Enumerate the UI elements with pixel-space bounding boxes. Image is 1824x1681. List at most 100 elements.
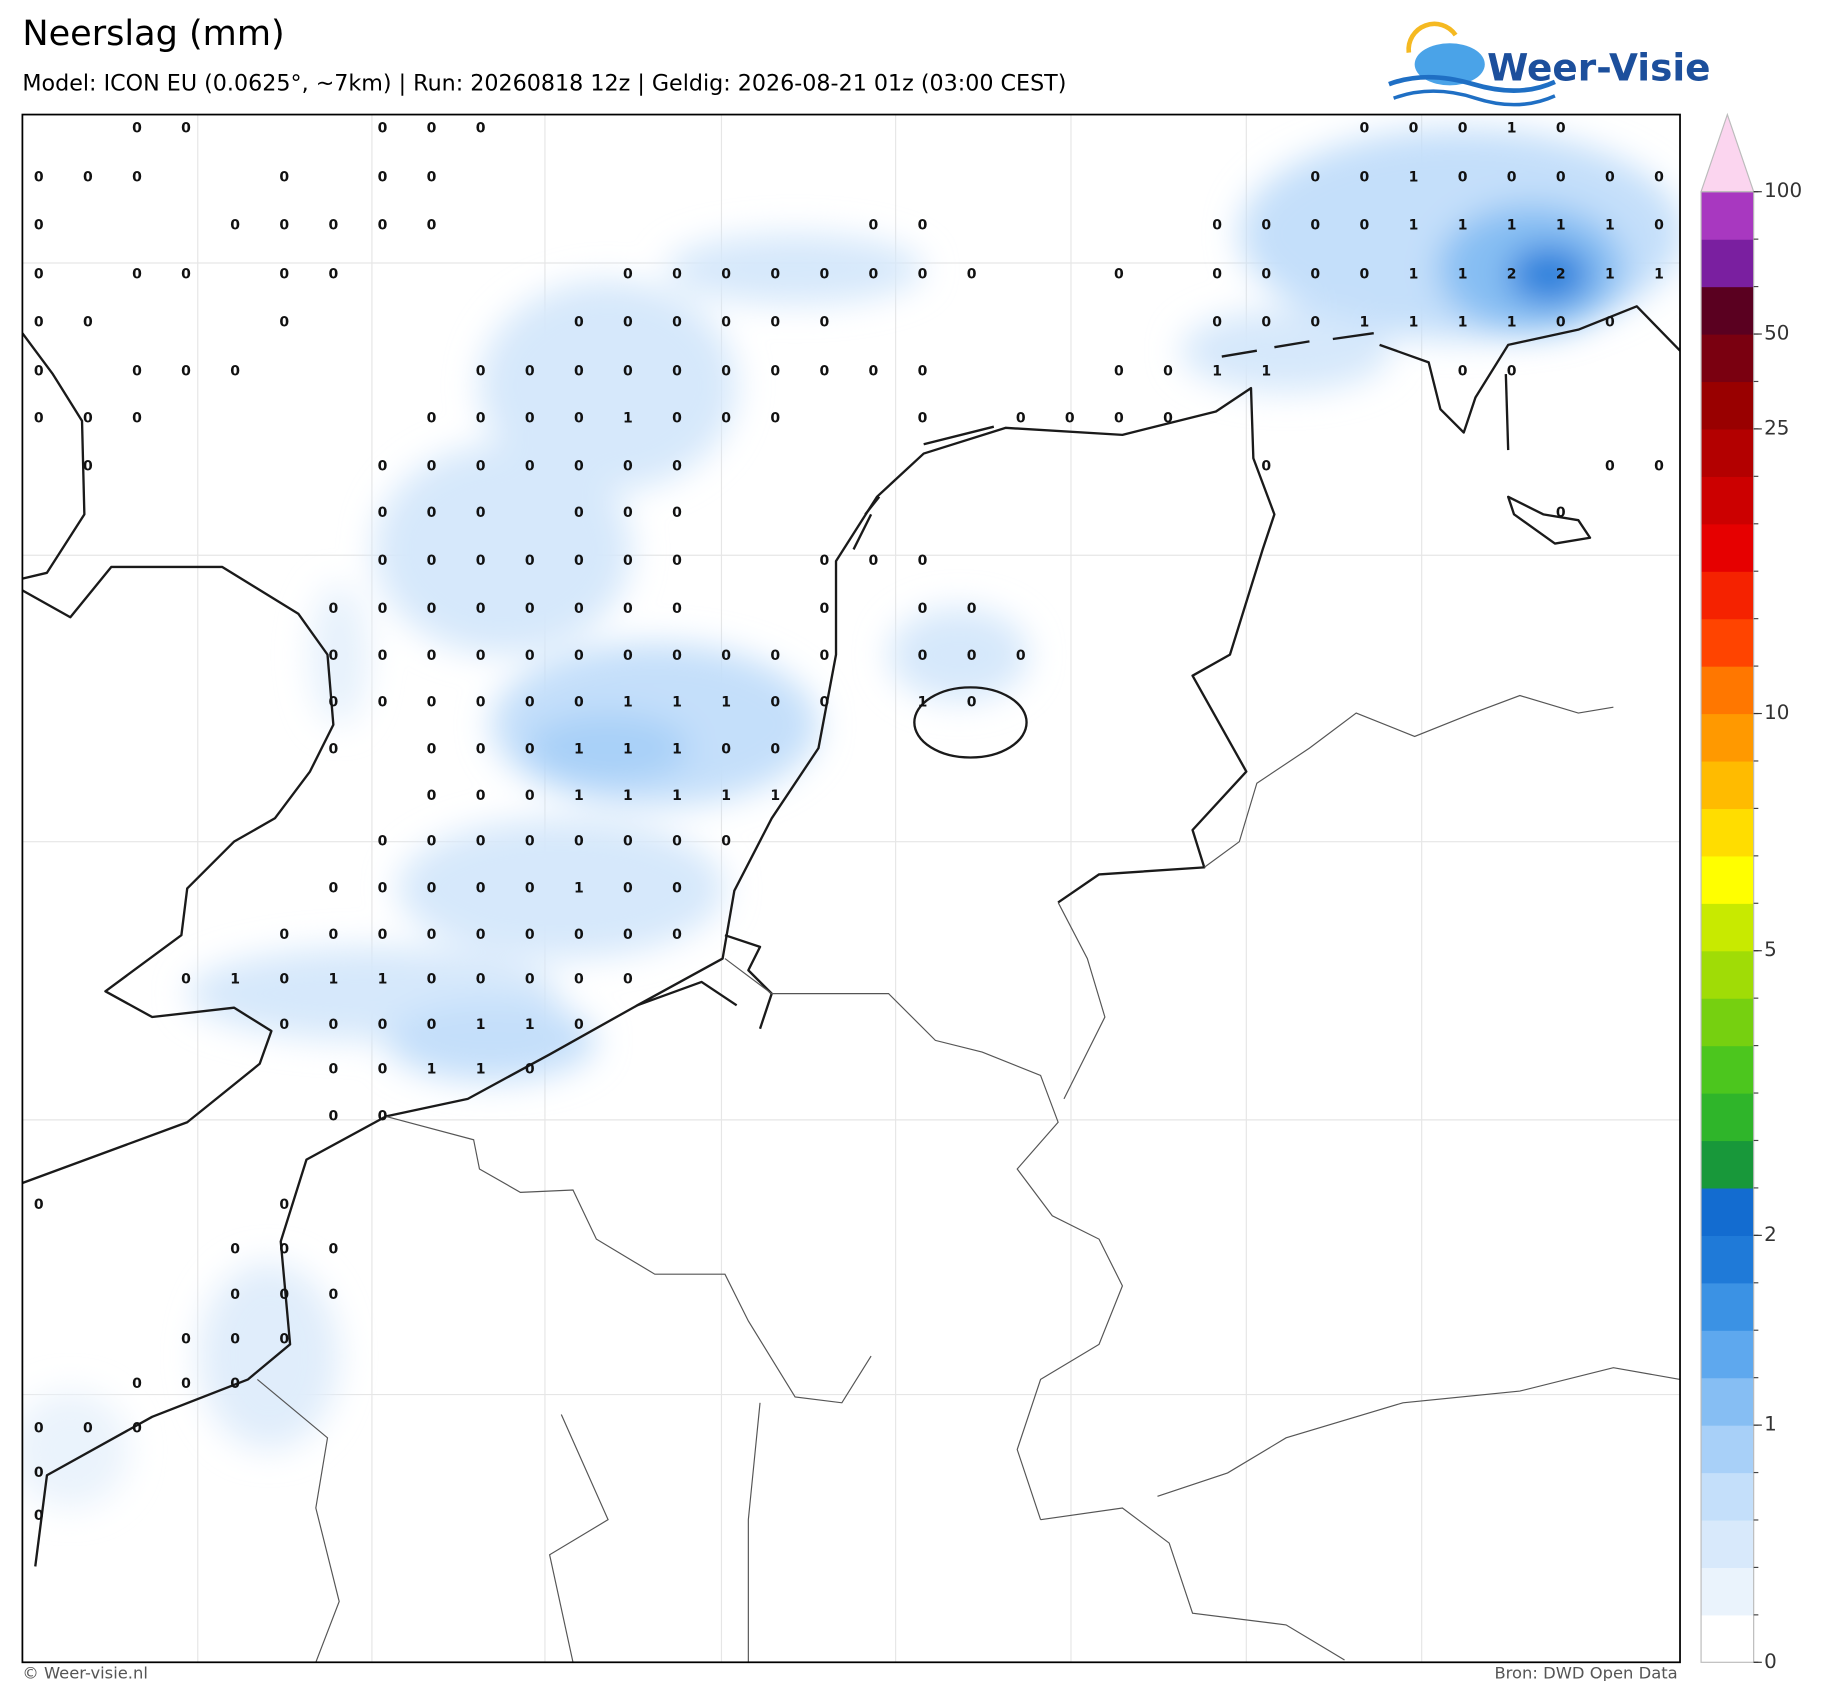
value-label: 0 xyxy=(623,972,633,988)
colorbar-frame xyxy=(1700,191,1755,1663)
value-label: 0 xyxy=(672,364,682,380)
value-label: 0 xyxy=(476,648,486,664)
value-label: 0 xyxy=(918,267,928,283)
value-label: 0 xyxy=(672,315,682,331)
value-label: 0 xyxy=(230,1287,240,1303)
value-label: 1 xyxy=(721,788,731,804)
value-label: 0 xyxy=(623,601,633,617)
value-label: 0 xyxy=(1605,458,1615,474)
colorbar-segment xyxy=(1701,760,1754,809)
value-label: 0 xyxy=(328,648,338,664)
value-label: 0 xyxy=(427,1017,437,1033)
value-label: 0 xyxy=(574,834,584,850)
value-label: 0 xyxy=(967,695,977,711)
value-label: 0 xyxy=(1310,170,1320,186)
value-label: 0 xyxy=(427,601,437,617)
value-label: 1 xyxy=(525,1017,535,1033)
value-label: 0 xyxy=(918,553,928,569)
value-label: 0 xyxy=(1556,121,1566,137)
colorbar-segment xyxy=(1701,1330,1754,1379)
value-label: 0 xyxy=(574,458,584,474)
value-label: 0 xyxy=(574,927,584,943)
value-label: 0 xyxy=(1556,315,1566,331)
value-label: 0 xyxy=(328,927,338,943)
value-label: 0 xyxy=(574,410,584,426)
value-label: 0 xyxy=(328,267,338,283)
value-label: 0 xyxy=(623,927,633,943)
value-label: 0 xyxy=(623,315,633,331)
colorbar-segment xyxy=(1701,571,1754,620)
value-label: 0 xyxy=(34,170,44,186)
subtitle: Model: ICON EU (0.0625°, ~7km) | Run: 20… xyxy=(22,71,1066,97)
colorbar-segment xyxy=(1701,1045,1754,1094)
value-label: 1 xyxy=(476,1017,486,1033)
value-label: 0 xyxy=(328,1017,338,1033)
value-label: 0 xyxy=(476,364,486,380)
value-label: 1 xyxy=(1360,315,1370,331)
value-label: 0 xyxy=(476,788,486,804)
value-label: 1 xyxy=(1458,315,1468,331)
value-label: 0 xyxy=(525,553,535,569)
value-label: 0 xyxy=(328,1108,338,1124)
value-label: 0 xyxy=(623,267,633,283)
value-label: 0 xyxy=(427,880,437,896)
colorbar-tick-label: 5 xyxy=(1764,938,1777,961)
value-label: 0 xyxy=(967,601,977,617)
colorbar-segment xyxy=(1701,1519,1754,1569)
colorbar-segment xyxy=(1701,903,1754,952)
value-label: 0 xyxy=(525,741,535,757)
value-label: 1 xyxy=(1261,364,1271,380)
value-label: 0 xyxy=(476,972,486,988)
value-label: 0 xyxy=(132,410,142,426)
value-label: 0 xyxy=(1458,364,1468,380)
value-label: 1 xyxy=(1605,218,1615,234)
colorbar-extension xyxy=(1700,112,1755,193)
value-label: 1 xyxy=(1507,218,1517,234)
value-label: 0 xyxy=(378,121,388,137)
value-label: 0 xyxy=(83,458,93,474)
value-label: 0 xyxy=(1310,267,1320,283)
value-label: 0 xyxy=(132,1376,142,1392)
colorbar-segment xyxy=(1701,1187,1754,1236)
value-label: 0 xyxy=(525,410,535,426)
value-label: 0 xyxy=(672,648,682,664)
value-label: 1 xyxy=(623,741,633,757)
value-label: 0 xyxy=(279,315,289,331)
value-label: 0 xyxy=(476,695,486,711)
value-label: 1 xyxy=(328,972,338,988)
value-label: 0 xyxy=(378,1062,388,1078)
value-label: 1 xyxy=(672,741,682,757)
value-label: 0 xyxy=(476,505,486,521)
value-label: 1 xyxy=(623,695,633,711)
colorbar-segment xyxy=(1701,1093,1754,1142)
value-label: 0 xyxy=(279,1242,289,1258)
value-label: 0 xyxy=(1016,648,1026,664)
value-label: 0 xyxy=(672,410,682,426)
value-label: 0 xyxy=(1360,121,1370,137)
value-label: 0 xyxy=(623,880,633,896)
value-label: 0 xyxy=(476,741,486,757)
value-label: 0 xyxy=(279,1332,289,1348)
value-label: 0 xyxy=(181,1332,191,1348)
value-label: 1 xyxy=(918,695,928,711)
value-label: 0 xyxy=(83,170,93,186)
value-label: 0 xyxy=(328,741,338,757)
value-label: 0 xyxy=(279,1287,289,1303)
value-label: 0 xyxy=(623,364,633,380)
value-label: 1 xyxy=(1409,218,1419,234)
value-label: 0 xyxy=(770,741,780,757)
value-label: 0 xyxy=(476,458,486,474)
value-label: 0 xyxy=(918,364,928,380)
colorbar-segment xyxy=(1701,1140,1754,1189)
value-label: 0 xyxy=(672,553,682,569)
value-label: 0 xyxy=(83,315,93,331)
value-label: 0 xyxy=(525,834,535,850)
value-label: 0 xyxy=(132,121,142,137)
value-label: 0 xyxy=(1360,267,1370,283)
value-label: 0 xyxy=(574,648,584,664)
value-label: 0 xyxy=(672,927,682,943)
value-label: 1 xyxy=(1409,267,1419,283)
value-label: 0 xyxy=(34,1197,44,1213)
value-label: 1 xyxy=(378,972,388,988)
value-label: 0 xyxy=(476,410,486,426)
